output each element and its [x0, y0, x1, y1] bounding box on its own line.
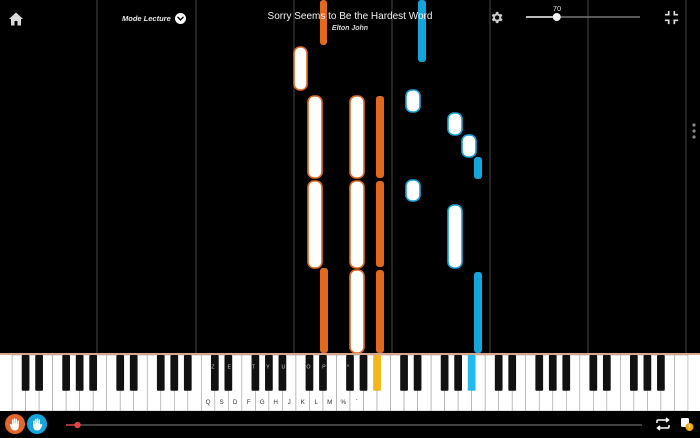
gear-icon	[491, 11, 503, 24]
notes-area	[96, 0, 687, 353]
loop-button[interactable]	[655, 417, 671, 431]
black-key[interactable]	[62, 355, 70, 391]
white-key-label: S	[219, 399, 223, 406]
black-key[interactable]	[359, 355, 368, 391]
song-title: Sorry Seems to Be the Hardest Word	[267, 11, 433, 22]
speed-value: 70	[552, 4, 562, 13]
black-key-label: P	[322, 365, 326, 371]
progress-thumb[interactable]	[74, 421, 81, 429]
black-key[interactable]	[346, 355, 354, 391]
black-key[interactable]	[562, 355, 571, 391]
right-hand-notes	[418, 0, 482, 353]
black-key[interactable]	[657, 355, 665, 391]
white-key-label: F	[247, 399, 251, 406]
black-key[interactable]	[305, 355, 314, 391]
chevron-down-icon	[174, 12, 186, 24]
black-key[interactable]	[75, 355, 84, 391]
black-key[interactable]	[35, 355, 43, 391]
black-key-label: Z	[211, 365, 215, 371]
mode-selector[interactable]: Mode Lecture	[122, 11, 186, 25]
more-vertical-icon	[692, 123, 696, 139]
black-key[interactable]	[89, 355, 98, 391]
white-key-label: %	[340, 399, 346, 406]
black-key[interactable]	[400, 355, 408, 391]
black-key[interactable]	[602, 355, 611, 391]
progress-bar[interactable]	[64, 420, 644, 430]
speed-slider-thumb[interactable]	[552, 13, 561, 21]
speed-slider[interactable]	[524, 12, 642, 22]
black-key[interactable]	[494, 355, 503, 391]
hand-icon	[9, 417, 19, 430]
black-key[interactable]	[183, 355, 192, 391]
black-key[interactable]	[319, 355, 327, 391]
white-key-label: D	[233, 399, 238, 406]
white-key-label: L	[314, 399, 318, 406]
white-key-label: H	[273, 399, 278, 406]
black-key[interactable]	[535, 355, 544, 391]
black-key[interactable]	[265, 355, 273, 391]
home-icon	[9, 12, 23, 26]
white-key-label: `	[356, 399, 358, 406]
settings-button[interactable]	[489, 10, 504, 25]
white-key[interactable]	[674, 355, 689, 411]
black-key-label: U	[281, 365, 285, 371]
black-key[interactable]	[454, 355, 462, 391]
loop-icon	[656, 417, 670, 431]
black-key-label: O	[306, 365, 310, 371]
black-key[interactable]	[224, 355, 233, 391]
black-key[interactable]	[630, 355, 638, 391]
white-key-label: J	[288, 399, 291, 406]
black-key[interactable]	[643, 355, 652, 391]
left-hand-notes	[320, 0, 384, 353]
white-key-label: K	[301, 399, 306, 406]
piano-keyboard[interactable]: Z E T Y U O P ^ Q S D F G H J K L M% `	[0, 353, 700, 411]
black-key[interactable]	[548, 355, 557, 391]
left-hand-white-notes	[293, 46, 365, 353]
home-button[interactable]	[8, 11, 24, 27]
white-key-label: G	[260, 399, 265, 406]
white-key-label: Q	[206, 399, 211, 406]
hint-icon	[681, 418, 694, 431]
white-key-label: M	[327, 399, 332, 406]
black-key[interactable]	[373, 355, 381, 391]
black-key[interactable]	[413, 355, 422, 391]
black-key[interactable]	[467, 355, 476, 391]
song-artist: Elton John	[331, 25, 369, 32]
black-key[interactable]	[129, 355, 138, 391]
right-hand-white-notes	[405, 89, 477, 269]
black-key[interactable]	[440, 355, 449, 391]
black-key[interactable]	[170, 355, 179, 391]
black-key[interactable]	[589, 355, 598, 391]
black-key-label: E	[228, 365, 232, 371]
black-key[interactable]	[116, 355, 125, 391]
black-key-label: ^	[347, 365, 350, 371]
black-key[interactable]	[21, 355, 30, 391]
left-hand-button[interactable]	[5, 414, 25, 434]
mode-label: Mode Lecture	[122, 13, 171, 23]
black-key[interactable]	[156, 355, 165, 391]
more-options-button[interactable]	[690, 122, 698, 140]
exit-fullscreen-button[interactable]	[664, 10, 679, 25]
black-key[interactable]	[251, 355, 260, 391]
hand-icon	[33, 417, 43, 430]
black-key[interactable]	[210, 355, 219, 391]
hint-button[interactable]	[679, 416, 695, 432]
black-key[interactable]	[508, 355, 517, 391]
collapse-icon	[664, 10, 679, 25]
right-hand-button[interactable]	[27, 414, 47, 434]
black-key-label: T	[252, 365, 256, 371]
black-key[interactable]	[278, 355, 287, 391]
black-key-label: Y	[266, 365, 270, 371]
